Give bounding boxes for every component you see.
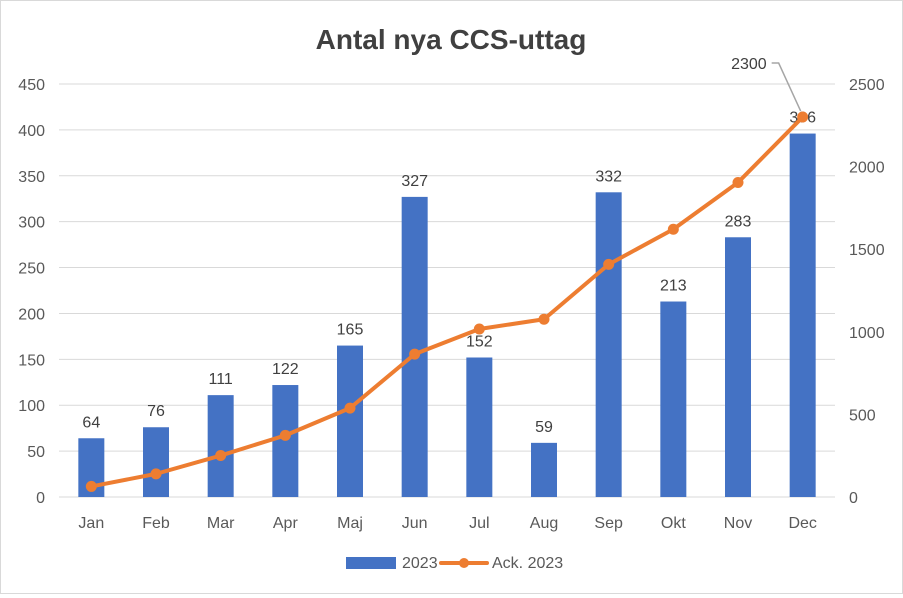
bar	[531, 442, 557, 497]
right-tick-label: 1000	[849, 325, 885, 342]
x-tick-label: Jun	[402, 515, 428, 532]
line-series: 2300	[85, 56, 809, 492]
x-tick-label: Apr	[273, 515, 299, 532]
legend-label-bars: 2023	[402, 555, 438, 572]
bar-data-label: 213	[660, 278, 687, 295]
legend-swatch-marker	[459, 558, 469, 568]
line-marker	[473, 323, 485, 335]
bar-data-label: 122	[272, 361, 299, 378]
line-marker	[215, 450, 227, 462]
x-tick-label: Aug	[530, 515, 558, 532]
left-axis-ticks: 0 50 100 150 200 250 300 350 400 450	[18, 77, 45, 507]
left-tick-label: 450	[18, 77, 45, 94]
x-tick-label: Maj	[337, 515, 363, 532]
bar-data-label: 76	[147, 403, 165, 420]
bar	[789, 133, 816, 497]
x-tick-label: Okt	[661, 515, 686, 532]
line-marker	[797, 111, 809, 123]
bar-data-label: 64	[82, 414, 100, 431]
bar-data-label: 332	[595, 168, 622, 185]
line-marker	[538, 313, 550, 325]
legend-label-line: Ack. 2023	[492, 555, 563, 572]
legend-swatch-bars	[346, 557, 396, 569]
right-tick-label: 500	[849, 407, 876, 424]
line-series-path	[89, 115, 805, 489]
bar	[272, 385, 299, 497]
bar	[466, 357, 493, 497]
line-marker	[344, 402, 356, 414]
right-tick-label: 2500	[849, 77, 885, 94]
bar	[660, 301, 687, 497]
left-tick-label: 100	[18, 398, 45, 415]
x-tick-label: Jul	[469, 515, 489, 532]
bar	[725, 237, 751, 497]
x-axis-ticks: Jan Feb Mar Apr Maj Jun Jul Aug Sep Okt Nov Dec	[78, 515, 816, 532]
x-tick-label: Mar	[207, 515, 235, 532]
line-marker	[603, 258, 615, 270]
line-marker	[85, 480, 97, 492]
x-tick-label: Jan	[78, 515, 104, 532]
gridlines	[59, 83, 835, 452]
left-tick-label: 350	[18, 169, 45, 186]
right-axis-ticks: 0 500 1000 1500 2000 2500	[849, 77, 885, 507]
x-tick-label: Sep	[594, 515, 623, 532]
x-tick-label: Dec	[788, 515, 816, 532]
left-tick-label: 400	[18, 123, 45, 140]
right-tick-label: 0	[849, 490, 858, 507]
bar	[143, 427, 169, 497]
left-tick-label: 0	[36, 490, 45, 507]
bar-data-label: 152	[466, 333, 493, 350]
bar-data-label: 283	[725, 213, 752, 230]
chart-title: Antal nya CCS-uttag	[316, 24, 587, 55]
line-marker	[150, 468, 162, 480]
left-tick-label: 250	[18, 261, 45, 278]
bar-data-label: 327	[401, 173, 428, 190]
bar-data-label: 111	[209, 371, 233, 388]
line-marker	[409, 348, 421, 360]
line-marker	[667, 223, 679, 235]
x-tick-label: Feb	[142, 515, 170, 532]
bar	[207, 395, 234, 497]
bar	[595, 192, 622, 497]
line-marker	[279, 429, 291, 441]
bar-data-label: 165	[337, 322, 364, 339]
bar-series	[78, 133, 816, 498]
bar-data-label: 59	[535, 419, 553, 436]
left-tick-label: 50	[27, 444, 45, 461]
right-tick-label: 1500	[849, 242, 885, 259]
line-marker	[732, 176, 744, 188]
line-end-label: 2300	[731, 56, 767, 73]
bar-data-labels: 647611112216532715259332213283396	[82, 110, 816, 436]
left-tick-label: 200	[18, 306, 45, 323]
legend: 2023 Ack. 2023	[346, 555, 563, 572]
bar	[337, 345, 363, 497]
right-tick-label: 2000	[849, 160, 885, 177]
end-label-leader	[771, 62, 802, 112]
left-tick-label: 150	[18, 352, 45, 369]
bar	[401, 196, 428, 498]
left-tick-label: 300	[18, 215, 45, 232]
x-tick-label: Nov	[724, 515, 752, 532]
